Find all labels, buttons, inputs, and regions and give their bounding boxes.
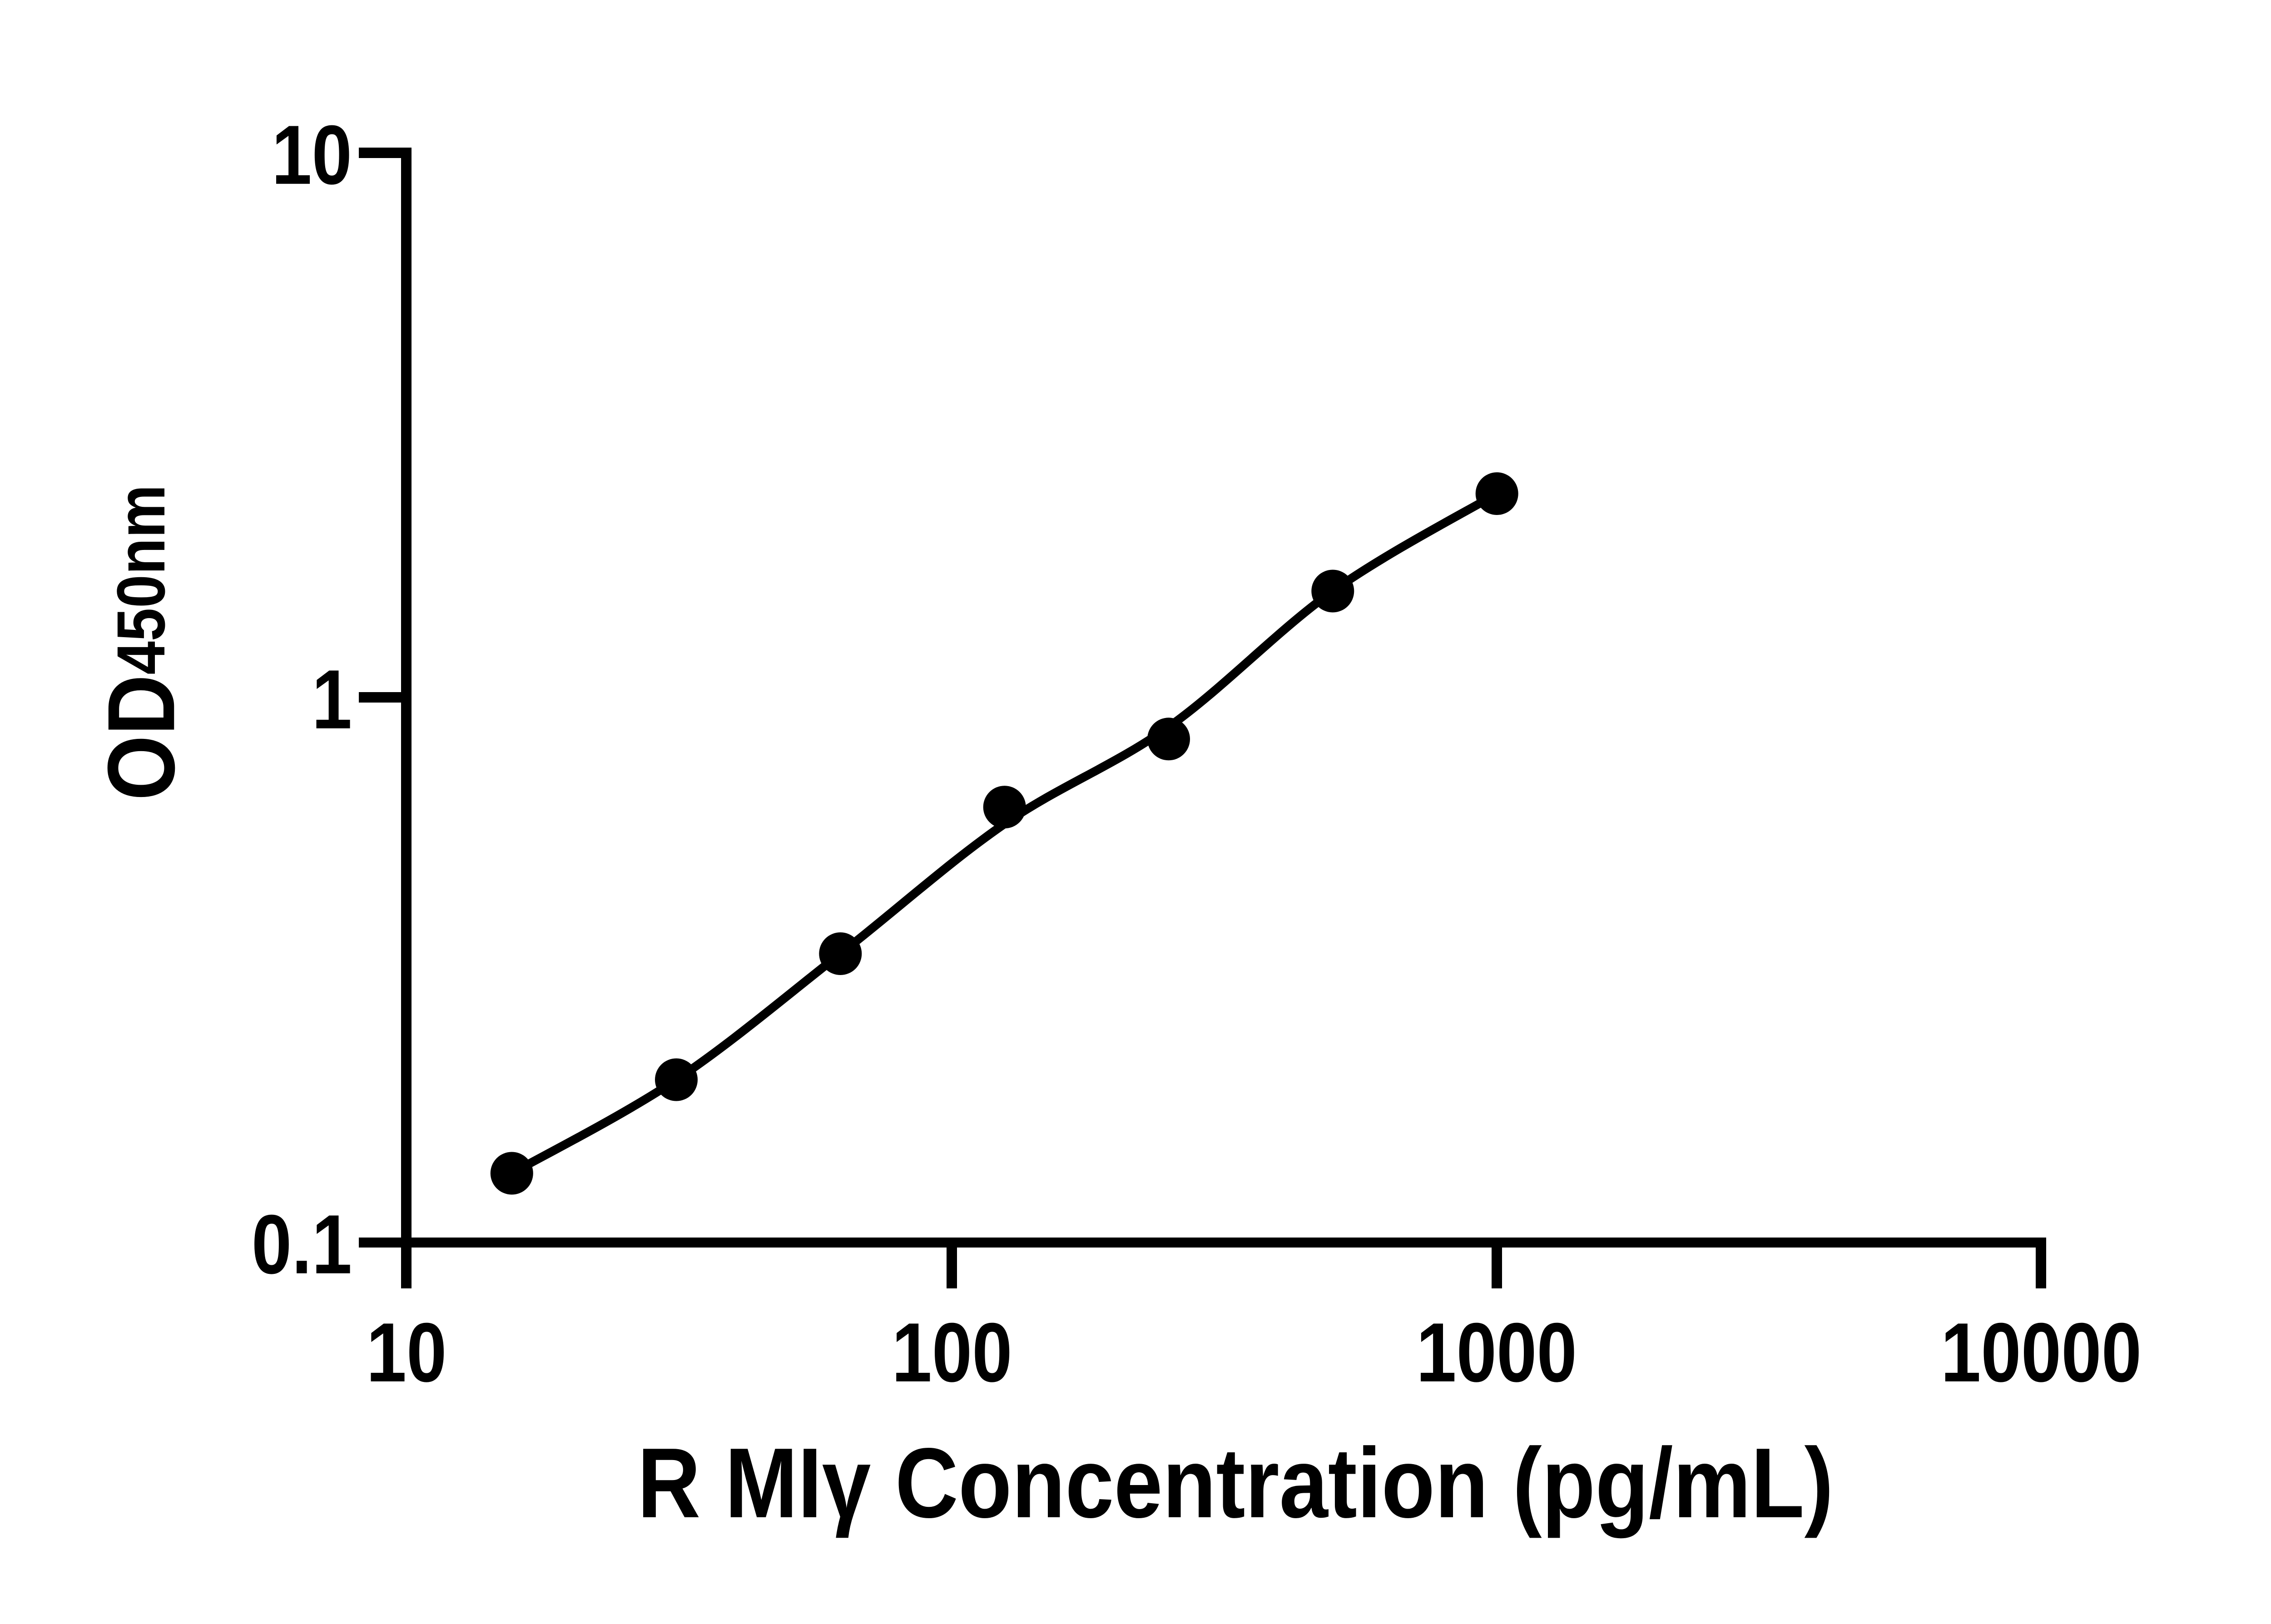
axes <box>359 148 2046 1288</box>
data-point <box>490 1152 533 1195</box>
y-axis-label-main: OD <box>88 674 194 800</box>
x-tick-10000 <box>2036 1248 2046 1288</box>
y-tick-0_1 <box>359 1238 401 1248</box>
data-point <box>1475 472 1518 515</box>
y-tick-label-10: 10 <box>272 108 352 202</box>
data-point <box>819 932 862 975</box>
y-axis-line <box>401 148 412 1248</box>
x-tick-label-10: 10 <box>367 1306 447 1400</box>
data-point <box>1311 569 1354 613</box>
y-tick-label-1: 1 <box>312 653 352 747</box>
y-tick-labels: 10 1 0.1 <box>252 108 352 1292</box>
x-tick-10 <box>401 1248 412 1288</box>
x-axis-title: R MIγ Concentration (pg/mL) <box>637 1427 1834 1538</box>
x-tick-1000 <box>1492 1248 1502 1288</box>
y-axis-label-subscript: 450nm <box>103 485 179 674</box>
data-point <box>655 1058 698 1101</box>
y-tick-label-0_1: 0.1 <box>252 1198 352 1292</box>
data-points-layer <box>490 472 1518 1195</box>
data-point <box>1147 718 1190 761</box>
x-tick-100 <box>947 1248 957 1288</box>
y-tick-10 <box>359 148 401 158</box>
data-point <box>983 786 1026 829</box>
x-tick-label-1000: 1000 <box>1416 1306 1577 1400</box>
y-axis-label-group: OD450nm <box>88 485 194 800</box>
x-axis-line <box>401 1238 2046 1248</box>
x-tick-labels: 10 100 1000 10000 <box>367 1306 2142 1400</box>
y-axis-label: OD450nm <box>88 485 194 800</box>
x-tick-label-10000: 10000 <box>1941 1306 2142 1400</box>
x-tick-label-100: 100 <box>892 1306 1012 1400</box>
y-tick-1 <box>359 692 401 703</box>
